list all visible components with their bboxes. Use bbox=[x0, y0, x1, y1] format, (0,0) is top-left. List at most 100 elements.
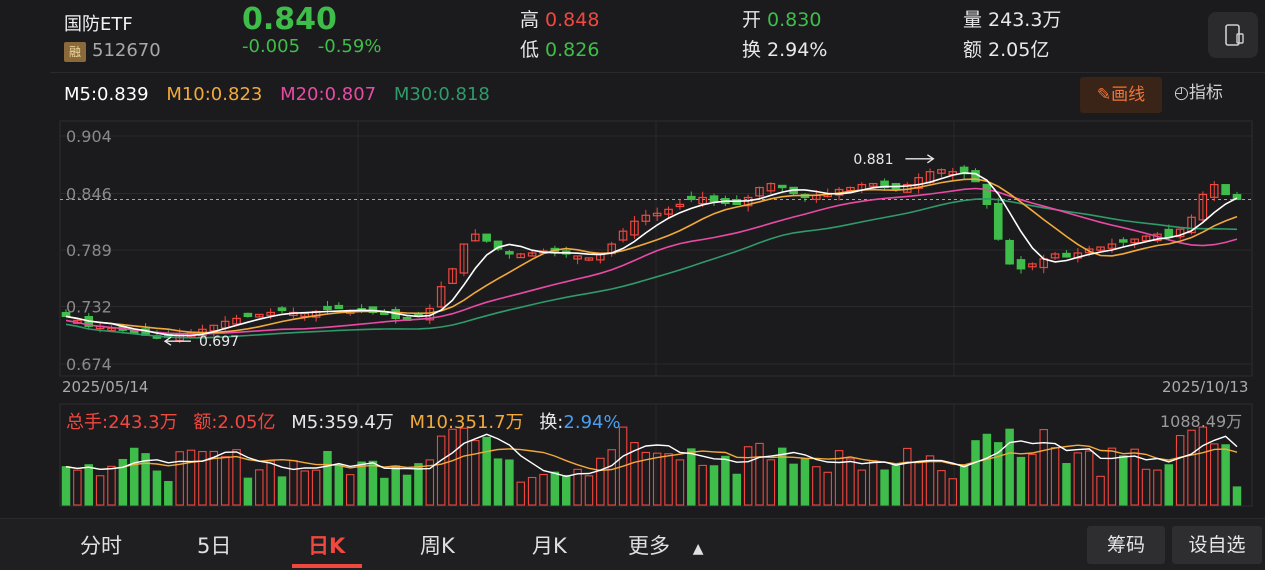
change-pct: -0.59% bbox=[317, 36, 382, 57]
candle-body bbox=[777, 184, 787, 189]
chips-button[interactable]: 筹码 bbox=[1087, 526, 1165, 564]
candle-body bbox=[107, 327, 116, 332]
volume-bar bbox=[675, 459, 685, 506]
volume-bar bbox=[232, 449, 241, 506]
candle-body bbox=[630, 220, 639, 236]
add-watchlist-button[interactable]: 设自选 bbox=[1172, 526, 1262, 564]
volume-bar bbox=[471, 440, 480, 506]
volume-bar bbox=[880, 469, 889, 506]
candle-body bbox=[1232, 194, 1242, 201]
volume-bar bbox=[1198, 426, 1208, 506]
candle-body bbox=[732, 199, 742, 205]
volume-bar bbox=[959, 465, 969, 506]
volume-bar bbox=[311, 469, 321, 506]
low-arrow-head bbox=[163, 336, 172, 346]
tab-5day[interactable]: 5日 bbox=[197, 534, 232, 558]
volume-bar bbox=[1153, 469, 1162, 506]
ma30-line bbox=[65, 197, 1238, 339]
volume-bar bbox=[891, 465, 901, 506]
volume-bar bbox=[1050, 447, 1060, 506]
start-date: 2025/05/14 bbox=[62, 378, 149, 396]
draw-line-button[interactable]: ✎画线 bbox=[1080, 77, 1162, 113]
volume-bar bbox=[1221, 444, 1230, 506]
ma5-line bbox=[65, 172, 1238, 337]
ma-legend: M5:0.839 M10:0.823 M20:0.807 M30:0.818 bbox=[64, 84, 502, 105]
change-value: -0.005 bbox=[242, 36, 301, 57]
y-tick-label: 0.732 bbox=[66, 298, 112, 317]
candle-body bbox=[1164, 228, 1174, 238]
volume-bar bbox=[868, 460, 878, 506]
volume-bar bbox=[380, 477, 389, 506]
y-tick-label: 0.904 bbox=[66, 127, 112, 146]
candle-body bbox=[516, 253, 526, 259]
caret-up-icon: ▲ bbox=[692, 541, 704, 557]
volume-bar bbox=[243, 477, 253, 506]
turnover-label: 换 bbox=[742, 39, 762, 61]
tab-daily-k[interactable]: 日K bbox=[308, 534, 346, 558]
volume-bar bbox=[505, 459, 514, 506]
volume-bar bbox=[493, 458, 503, 506]
volume-bar bbox=[1107, 447, 1117, 506]
volume-bar bbox=[1039, 429, 1048, 506]
volume-bar bbox=[220, 456, 230, 506]
volume-bar bbox=[289, 460, 298, 506]
candle-body bbox=[1005, 239, 1014, 265]
tab-monthly-k[interactable]: 月K bbox=[532, 534, 567, 558]
candle-body bbox=[982, 183, 992, 205]
volume-bar bbox=[812, 466, 821, 506]
landscape-toggle-button[interactable] bbox=[1208, 12, 1258, 58]
kline-chart[interactable]: 0.904 0.846 0.789 0.732 0.674 0.697 0.881 bbox=[0, 0, 1265, 518]
tab-weekly-k[interactable]: 周K bbox=[420, 534, 455, 558]
amount-label: 额 bbox=[963, 39, 983, 61]
volume-bar bbox=[641, 451, 651, 506]
volume-bar bbox=[61, 466, 71, 506]
candle-body bbox=[1096, 246, 1105, 251]
candle-body bbox=[209, 324, 219, 332]
candle-body bbox=[448, 268, 457, 285]
volume-bar bbox=[1175, 434, 1185, 506]
volume-bar bbox=[607, 449, 616, 506]
volume-bar bbox=[255, 469, 264, 506]
volume-bar bbox=[721, 455, 730, 506]
volume-bar bbox=[834, 450, 844, 506]
volume-bar bbox=[971, 440, 980, 506]
volume-bar bbox=[766, 459, 776, 506]
volume-bar bbox=[596, 457, 605, 506]
volume-bar bbox=[982, 433, 992, 506]
candle-body bbox=[1221, 184, 1230, 196]
candle-body bbox=[698, 196, 707, 205]
candle-body bbox=[1130, 238, 1139, 244]
volume-bar bbox=[118, 458, 128, 506]
current-price: 0.840 bbox=[242, 2, 337, 37]
volume-stat: 量 243.3万 bbox=[963, 5, 1061, 32]
volume-bar bbox=[1073, 452, 1083, 506]
volume-bar bbox=[732, 473, 742, 506]
candle-body bbox=[323, 305, 332, 311]
volume-bar bbox=[664, 453, 673, 506]
draw-label: 画线 bbox=[1111, 85, 1146, 105]
tab-more[interactable]: 更多 ▲ bbox=[628, 530, 703, 560]
volume-bar bbox=[357, 461, 366, 506]
volume-bar bbox=[368, 460, 378, 506]
volume-bar bbox=[459, 427, 469, 506]
candle-body bbox=[766, 182, 776, 192]
volume-bar bbox=[539, 473, 548, 506]
volume-bar bbox=[1096, 475, 1105, 506]
indicator-button[interactable]: ◴指标 bbox=[1174, 78, 1223, 103]
volume-bar bbox=[95, 475, 105, 506]
candle-body bbox=[470, 233, 480, 242]
price-change: -0.005 -0.59% bbox=[242, 36, 381, 57]
indicator-label: 指标 bbox=[1188, 83, 1223, 103]
volume-bar bbox=[789, 463, 798, 506]
ma30-value: M30:0.818 bbox=[393, 84, 490, 105]
volume-bar bbox=[994, 442, 1003, 506]
candle-body bbox=[266, 311, 275, 316]
ma10-value: M10:0.823 bbox=[166, 84, 263, 105]
volume-bar bbox=[334, 463, 344, 506]
volume-bar bbox=[1210, 443, 1219, 506]
open-stat: 开 0.830 bbox=[742, 5, 821, 32]
vol-ma10-line bbox=[65, 444, 1238, 472]
phone-rotate-icon bbox=[1225, 24, 1244, 46]
volume-bar bbox=[550, 471, 560, 506]
tab-intraday[interactable]: 分时 bbox=[80, 534, 122, 558]
